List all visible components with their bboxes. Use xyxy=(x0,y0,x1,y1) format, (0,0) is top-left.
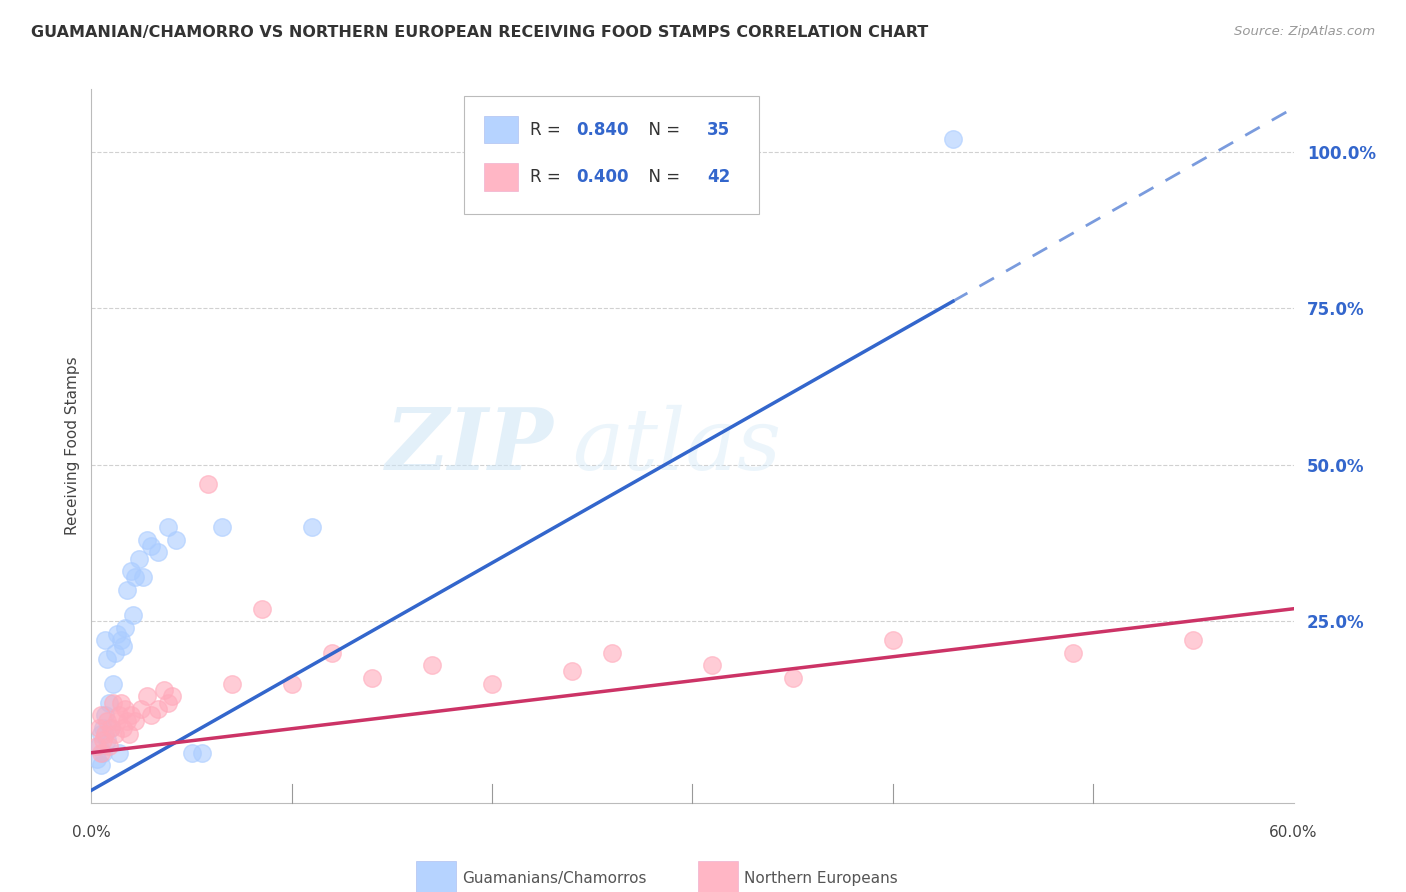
Point xyxy=(190,746,212,760)
Point xyxy=(136,533,159,547)
Point xyxy=(117,582,139,597)
Text: R =: R = xyxy=(530,168,567,186)
Point xyxy=(117,714,139,729)
Point xyxy=(98,696,121,710)
Point xyxy=(942,132,965,146)
Point xyxy=(104,727,127,741)
Point xyxy=(211,520,233,534)
Point xyxy=(281,677,304,691)
Bar xyxy=(416,862,456,892)
Text: 42: 42 xyxy=(707,168,730,186)
Text: R =: R = xyxy=(530,121,567,139)
Text: N =: N = xyxy=(638,168,686,186)
Point xyxy=(98,739,121,754)
Point xyxy=(89,721,111,735)
Point xyxy=(103,696,125,710)
Point xyxy=(124,714,146,729)
Point xyxy=(121,708,143,723)
Point xyxy=(561,665,583,679)
Point xyxy=(108,708,131,723)
Point xyxy=(146,545,169,559)
Point xyxy=(108,746,131,760)
Point xyxy=(250,601,273,615)
Point xyxy=(100,721,122,735)
Point xyxy=(110,696,132,710)
Bar xyxy=(485,163,519,191)
Point xyxy=(141,539,163,553)
Point xyxy=(114,621,136,635)
Text: Guamanians/Chamorros: Guamanians/Chamorros xyxy=(461,871,647,886)
Point xyxy=(420,658,443,673)
Point xyxy=(360,671,382,685)
Point xyxy=(122,607,145,622)
Text: 35: 35 xyxy=(707,121,730,139)
Text: Source: ZipAtlas.com: Source: ZipAtlas.com xyxy=(1234,25,1375,38)
Point xyxy=(94,727,117,741)
Point xyxy=(1062,646,1084,660)
Point xyxy=(702,658,724,673)
Point xyxy=(112,640,135,654)
Point xyxy=(114,702,136,716)
Point xyxy=(141,708,163,723)
Point xyxy=(94,708,117,723)
Point xyxy=(124,570,146,584)
Point xyxy=(96,733,118,747)
Point xyxy=(165,533,187,547)
Point xyxy=(180,746,202,760)
Text: 0.840: 0.840 xyxy=(576,121,628,139)
Point xyxy=(86,739,108,754)
Point xyxy=(118,727,141,741)
Point xyxy=(90,708,112,723)
Point xyxy=(89,739,111,754)
Point xyxy=(481,677,503,691)
Text: 0.0%: 0.0% xyxy=(72,825,111,840)
Text: ZIP: ZIP xyxy=(387,404,554,488)
Point xyxy=(93,746,115,760)
Point xyxy=(96,652,118,666)
Bar xyxy=(699,862,738,892)
Point xyxy=(221,677,243,691)
Point xyxy=(131,702,153,716)
Bar xyxy=(485,116,519,144)
Text: 60.0%: 60.0% xyxy=(1270,825,1317,840)
Point xyxy=(90,746,112,760)
Point xyxy=(132,570,155,584)
Y-axis label: Receiving Food Stamps: Receiving Food Stamps xyxy=(65,357,80,535)
Point xyxy=(602,646,624,660)
Text: GUAMANIAN/CHAMORRO VS NORTHERN EUROPEAN RECEIVING FOOD STAMPS CORRELATION CHART: GUAMANIAN/CHAMORRO VS NORTHERN EUROPEAN … xyxy=(31,25,928,40)
Point xyxy=(156,696,179,710)
Text: N =: N = xyxy=(638,121,686,139)
Point xyxy=(321,646,343,660)
Point xyxy=(90,758,112,772)
Point xyxy=(86,752,108,766)
FancyBboxPatch shape xyxy=(464,96,759,214)
Point xyxy=(96,714,118,729)
Point xyxy=(136,690,159,704)
Point xyxy=(121,564,143,578)
Text: atlas: atlas xyxy=(572,405,782,487)
Point xyxy=(112,721,135,735)
Point xyxy=(128,551,150,566)
Point xyxy=(110,633,132,648)
Point xyxy=(197,476,219,491)
Point xyxy=(107,627,129,641)
Point xyxy=(782,671,804,685)
Point xyxy=(146,702,169,716)
Point xyxy=(104,646,127,660)
Point xyxy=(156,520,179,534)
Point xyxy=(100,721,122,735)
Text: Northern Europeans: Northern Europeans xyxy=(744,871,898,886)
Point xyxy=(93,721,115,735)
Point xyxy=(160,690,183,704)
Point xyxy=(301,520,323,534)
Point xyxy=(103,677,125,691)
Point xyxy=(94,633,117,648)
Point xyxy=(93,733,115,747)
Point xyxy=(90,727,112,741)
Point xyxy=(1182,633,1205,648)
Text: 0.400: 0.400 xyxy=(576,168,628,186)
Point xyxy=(882,633,904,648)
Point xyxy=(107,714,129,729)
Point xyxy=(152,683,174,698)
